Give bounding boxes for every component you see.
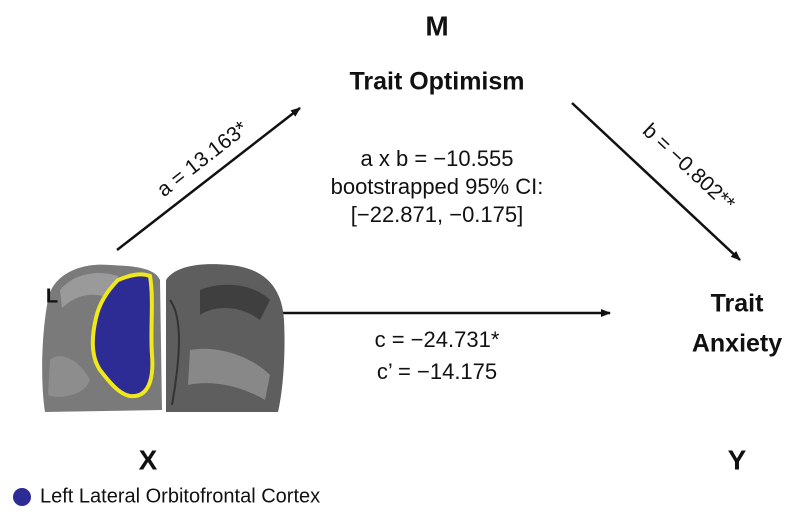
indirect-line: [−22.871, −0.175] (351, 202, 524, 227)
legend-swatch (13, 488, 31, 506)
path-a-label: a = 13.163* (153, 117, 252, 202)
y-label: Anxiety (692, 330, 782, 358)
x-letter: X (139, 444, 158, 475)
legend-label: Left Lateral Orbitofrontal Cortex (40, 485, 320, 507)
y-label: Trait (711, 290, 764, 318)
path-b-label: b = −0.802** (638, 119, 739, 215)
mediation-diagram: M Trait Optimism a = 13.163* b = −0.802*… (0, 0, 797, 515)
indirect-line: a x b = −10.555 (361, 146, 514, 171)
indirect-line: bootstrapped 95% CI: (331, 174, 544, 199)
hemisphere-label: L (46, 285, 58, 307)
m-label: Trait Optimism (349, 68, 524, 96)
y-letter: Y (728, 444, 747, 475)
direct-line: c’ = −14.175 (377, 359, 497, 384)
arrow-a (117, 108, 300, 250)
brain-image (42, 264, 284, 412)
direct-line: c = −24.731* (375, 327, 500, 352)
m-letter: M (425, 10, 448, 41)
